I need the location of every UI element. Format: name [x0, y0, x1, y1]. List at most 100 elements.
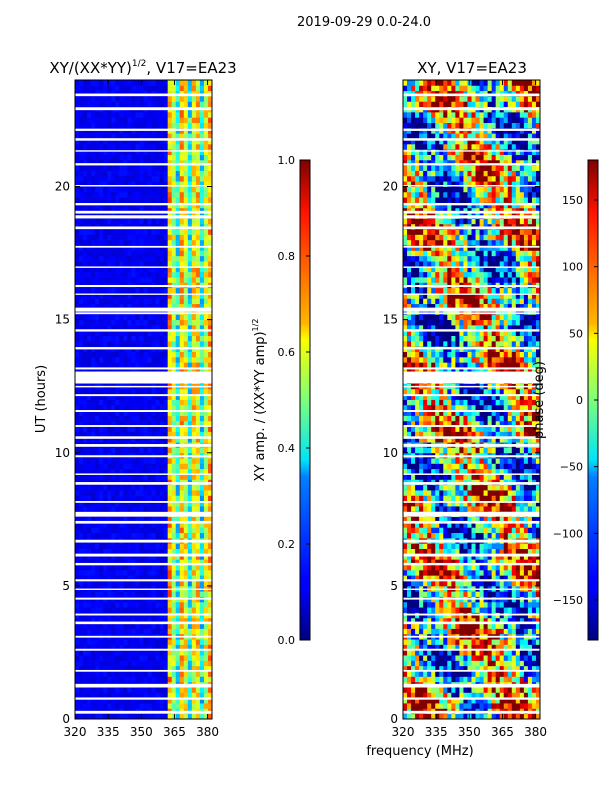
- heatmap-cell: [147, 261, 152, 267]
- heatmap-cell: [87, 601, 92, 608]
- heatmap-cell: [175, 447, 181, 454]
- heatmap-cell: [127, 287, 132, 294]
- heatmap-cell: [187, 191, 193, 198]
- heatmap-cell: [147, 154, 152, 161]
- heatmap-cell: [87, 138, 92, 145]
- heatmap-cell: [127, 500, 132, 507]
- heatmap-cell: [187, 170, 193, 177]
- heatmap-cell: [131, 580, 136, 587]
- heatmap-cell: [175, 676, 181, 683]
- heatmap-cell: [91, 202, 96, 209]
- heatmap-cell: [163, 250, 169, 257]
- heatmap-cell: [515, 623, 521, 629]
- heatmap-cell: [115, 490, 120, 496]
- heatmap-cell: [163, 154, 169, 161]
- heatmap-cell: [123, 575, 128, 581]
- heatmap-cell: [203, 245, 209, 251]
- heatmap-cell: [171, 111, 177, 118]
- heatmap-row: [75, 85, 213, 92]
- heatmap-cell: [123, 335, 128, 342]
- heatmap-cell: [199, 234, 205, 241]
- heatmap-cell: [87, 298, 92, 305]
- heatmap-cell: [447, 665, 452, 672]
- heatmap-cell: [127, 207, 132, 214]
- heatmap-cell: [147, 506, 152, 512]
- heatmap-cell: [519, 676, 525, 683]
- heatmap-cell: [195, 601, 201, 608]
- heatmap-cell: [147, 564, 152, 571]
- heatmap-cell: [191, 553, 197, 560]
- heatmap-cell: [163, 628, 169, 635]
- heatmap-cell: [107, 362, 112, 368]
- heatmap-cell: [191, 314, 197, 321]
- heatmap-cell: [491, 703, 497, 709]
- heatmap-cell: [155, 149, 161, 155]
- heatmap-cell: [167, 628, 173, 635]
- heatmap-cell: [111, 303, 116, 310]
- heatmap-cell: [187, 351, 193, 358]
- heatmap-cell: [111, 197, 116, 203]
- heatmap-cell: [503, 660, 509, 667]
- heatmap-cell: [87, 426, 92, 432]
- heatmap-cell: [103, 559, 108, 565]
- heatmap-cell: [519, 697, 525, 704]
- heatmap-cell: [155, 436, 161, 443]
- heatmap-cell: [147, 410, 152, 416]
- heatmap-cell: [123, 623, 128, 629]
- heatmap-row: [75, 644, 213, 651]
- heatmap-cell: [187, 500, 193, 507]
- heatmap-cell: [531, 639, 537, 645]
- heatmap-cell: [95, 660, 100, 667]
- heatmap-cell: [175, 202, 181, 209]
- heatmap-cell: [111, 351, 116, 358]
- heatmap-cell: [207, 266, 213, 273]
- heatmap-cell: [515, 676, 521, 683]
- heatmap-cell: [167, 191, 173, 198]
- heatmap-cell: [447, 692, 452, 699]
- heatmap-cell: [147, 639, 152, 645]
- heatmap-cell: [91, 527, 96, 534]
- x-tick-label: 350: [130, 725, 153, 739]
- heatmap-cell: [175, 628, 181, 635]
- heatmap-cell: [167, 197, 173, 203]
- heatmap-cell: [115, 415, 120, 422]
- heatmap-cell: [139, 426, 144, 432]
- heatmap-cell: [175, 639, 181, 645]
- heatmap-cell: [195, 468, 201, 475]
- heatmap-cell: [119, 687, 124, 693]
- heatmap-cell: [471, 644, 476, 651]
- heatmap-cell: [95, 655, 100, 661]
- heatmap-cell: [119, 436, 124, 443]
- heatmap-cell: [159, 319, 165, 326]
- heatmap-cell: [187, 532, 193, 539]
- heatmap-cell: [519, 665, 525, 672]
- heatmap-cell: [107, 271, 112, 278]
- heatmap-cell: [91, 639, 96, 645]
- heatmap-cell: [131, 255, 136, 262]
- heatmap-cell: [115, 335, 120, 342]
- heatmap-cell: [203, 639, 209, 645]
- heatmap-cell: [127, 410, 132, 416]
- heatmap-cell: [123, 287, 128, 294]
- heatmap-cell: [519, 639, 525, 645]
- heatmap-cell: [131, 319, 136, 326]
- heatmap-cell: [135, 436, 140, 443]
- heatmap-cell: [187, 277, 193, 283]
- heatmap-cell: [123, 324, 128, 331]
- heatmap-cell: [407, 687, 412, 693]
- heatmap-cell: [111, 394, 116, 400]
- heatmap-cell: [163, 101, 169, 108]
- heatmap-cell: [171, 500, 177, 507]
- heatmap-cell: [183, 617, 189, 624]
- flagged-time-gap: [75, 562, 212, 566]
- heatmap-row: [75, 239, 213, 246]
- heatmap-cell: [83, 245, 88, 251]
- heatmap-cell: [487, 623, 493, 629]
- heatmap-cell: [207, 713, 213, 720]
- heatmap-cell: [199, 271, 205, 278]
- heatmap-cell: [131, 623, 136, 629]
- heatmap-cell: [155, 266, 161, 273]
- heatmap-cell: [507, 628, 513, 635]
- heatmap-cell: [179, 569, 185, 576]
